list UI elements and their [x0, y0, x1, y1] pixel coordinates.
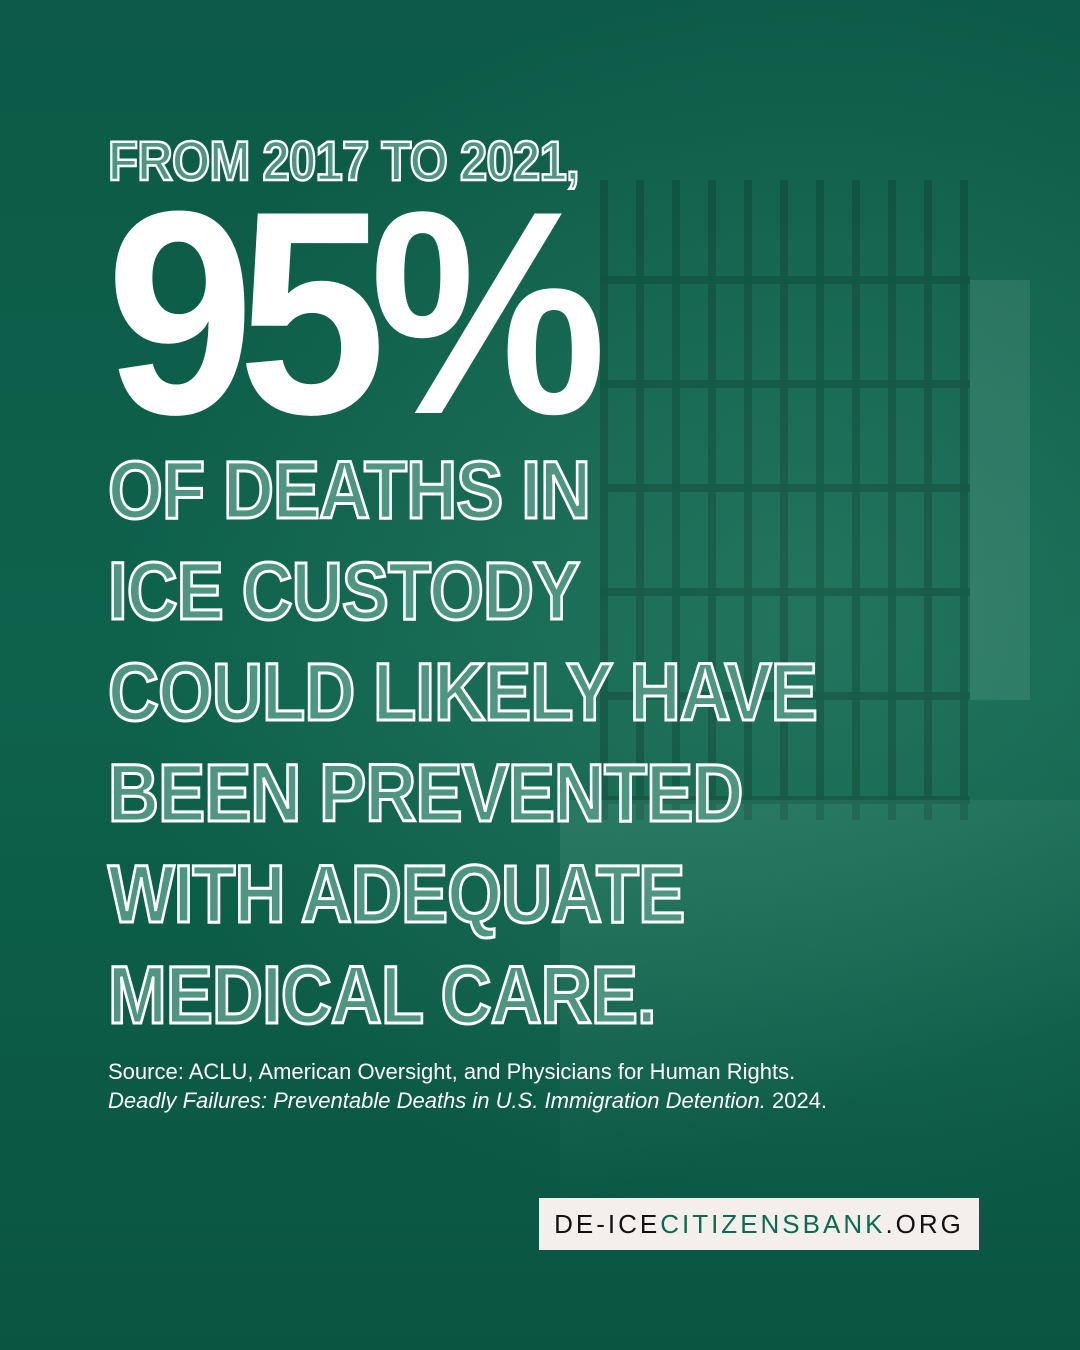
- stat-number: 95%: [106, 151, 607, 475]
- doorway-image: [970, 280, 1030, 700]
- source-year: 2024.: [765, 1088, 828, 1113]
- badge-part1: DE-ICE: [554, 1208, 661, 1239]
- headline-lines: OF DEATHS IN ICE CUSTODY COULD LIKELY HA…: [107, 440, 932, 1046]
- badge-part3: .ORG: [885, 1208, 964, 1239]
- headline-line: ICE CUSTODY: [107, 545, 582, 639]
- source-line: Source: ACLU, American Oversight, and Ph…: [108, 1059, 796, 1084]
- headline-line: OF DEATHS IN: [107, 444, 592, 538]
- source-citation: Source: ACLU, American Oversight, and Ph…: [108, 1057, 827, 1115]
- headline-line: WITH ADEQUATE: [107, 848, 687, 942]
- jail-bars-image: [600, 180, 970, 820]
- website-badge[interactable]: DE-ICE CITIZENSBANK .ORG: [539, 1198, 979, 1250]
- floor-light-image: [560, 800, 1080, 1200]
- intro-text: FROM 2017 TO 2021,: [107, 128, 581, 194]
- headline-line: COULD LIKELY HAVE: [107, 646, 819, 740]
- headline-line: BEEN PREVENTED: [107, 747, 745, 841]
- badge-part2: CITIZENSBANK: [660, 1208, 886, 1239]
- headline-line: MEDICAL CARE.: [107, 949, 658, 1043]
- source-title: Deadly Failures: Preventable Deaths in U…: [108, 1088, 766, 1113]
